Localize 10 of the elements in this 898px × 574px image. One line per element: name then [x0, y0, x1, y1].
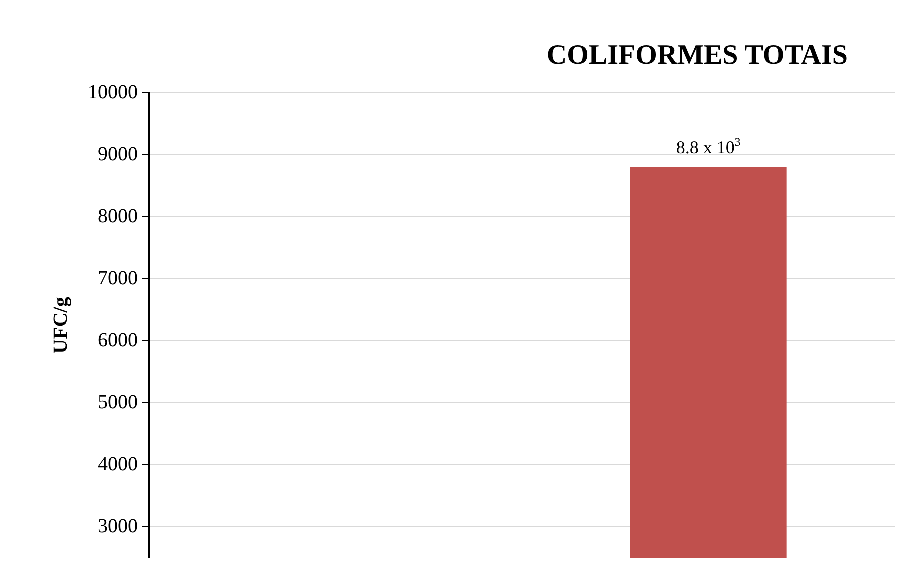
y-tick-label: 8000: [98, 205, 138, 228]
y-axis-title: UFC/g: [50, 297, 72, 354]
y-tick-label: 10000: [88, 81, 138, 104]
y-tick-label: 5000: [98, 391, 138, 414]
y-tick-label: 6000: [98, 329, 138, 352]
y-tick-label: 7000: [98, 267, 138, 290]
chart-title: COLIFORMES TOTAIS: [546, 40, 848, 71]
y-tick-label: 4000: [98, 453, 138, 476]
y-tick-label: 9000: [98, 143, 138, 166]
y-tick-label: 3000: [98, 515, 138, 538]
